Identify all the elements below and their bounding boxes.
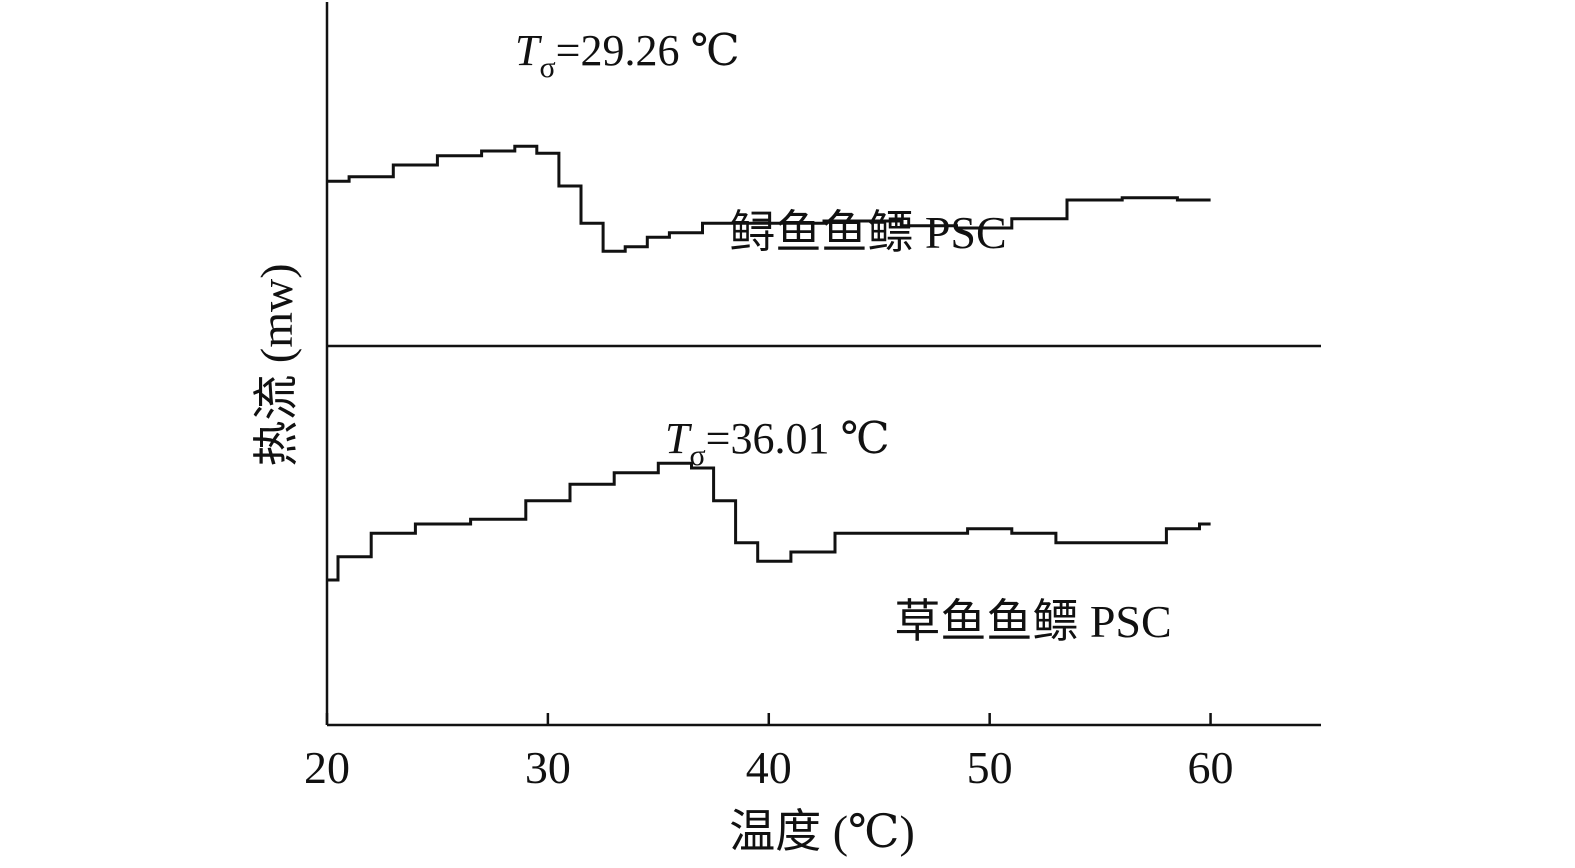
- tg-value: =36.01 ℃: [706, 414, 890, 463]
- tg-annotation-1: Tσ=29.26 ℃: [515, 26, 740, 84]
- tg-subscript: σ: [539, 51, 555, 84]
- series-name-2: 草鱼鱼鳔 PSC: [894, 596, 1171, 647]
- tg-symbol: T: [665, 414, 693, 463]
- series-group: [327, 144, 1211, 582]
- series-line-2: [327, 461, 1211, 582]
- tg-value: =29.26 ℃: [556, 26, 740, 75]
- chart-frame: [325, 2, 1321, 727]
- x-axis-label: 温度 (℃): [729, 806, 915, 857]
- tg-subscript: σ: [689, 439, 705, 472]
- x-ticks: 20 30 40 50 60: [304, 713, 1234, 793]
- x-tick-label: 30: [525, 742, 571, 793]
- x-tick-label: 50: [967, 742, 1013, 793]
- x-tick-label: 60: [1188, 742, 1234, 793]
- tg-annotation-2: Tσ=36.01 ℃: [665, 414, 890, 472]
- tg-symbol: T: [515, 26, 543, 75]
- x-tick-label: 20: [304, 742, 350, 793]
- series-line-1: [327, 144, 1211, 253]
- series-name-1: 鲟鱼鱼鳔 PSC: [729, 207, 1006, 258]
- y-axis-label: 热流 (mw): [251, 263, 302, 466]
- x-tick-label: 40: [746, 742, 792, 793]
